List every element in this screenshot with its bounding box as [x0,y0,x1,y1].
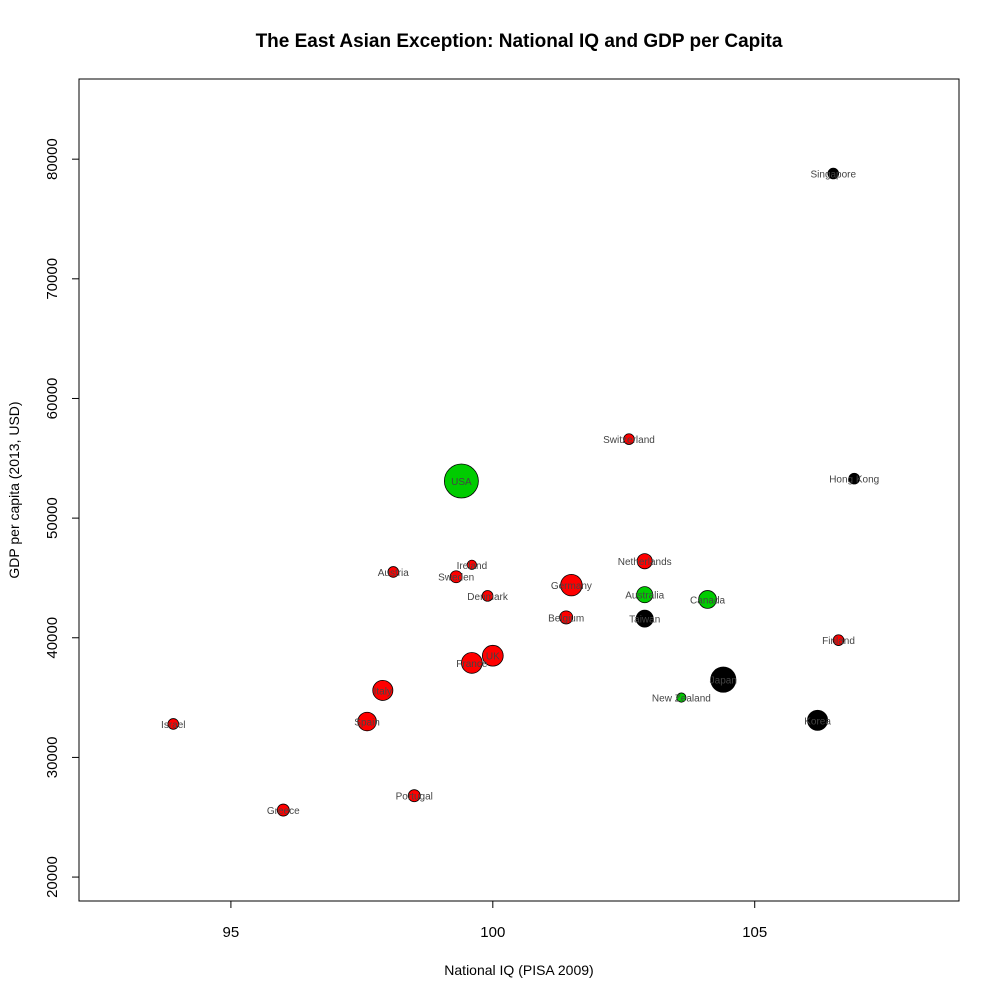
point-label: Greece [267,806,300,817]
point-label: Taiwan [629,615,660,626]
point-label: Germany [551,581,592,592]
point-label: USA [451,477,472,488]
y-tick-label: 60000 [44,378,61,420]
y-tick-label: 20000 [44,856,61,898]
data-point [827,167,840,180]
y-tick-label: 30000 [44,737,61,779]
y-tick-label: 70000 [44,258,61,300]
data-point [832,634,845,646]
y-axis: 20000 30000 40000 50000 60000 70000 80000 [44,138,80,898]
data-point [481,590,494,602]
data-point [387,566,400,578]
data-point [623,433,635,445]
data-point [559,610,574,625]
point-label: Netherlands [618,557,672,568]
data-points [167,167,861,817]
y-tick-label: 80000 [44,138,61,180]
point-label: Israel [161,720,185,731]
data-point [276,803,290,817]
point-labels: Singapore Hong Kong Switzerland USA Austria I… [161,170,879,818]
point-label: Japan [710,676,737,687]
data-point [461,652,483,674]
data-point [698,590,717,609]
x-axis-label: National IQ (PISA 2009) [444,962,593,978]
data-point [449,570,463,584]
data-point [481,644,504,667]
point-label: Portugal [396,792,433,803]
point-label: Spain [354,718,380,729]
data-point [636,586,654,604]
data-point [466,559,477,570]
y-axis-label: GDP per capita (2013, USD) [6,401,22,578]
point-label: Ireland [457,561,488,572]
point-label: France [456,659,488,670]
point-label: UK [486,652,500,663]
data-point [807,709,829,731]
x-axis: 95 100 105 [223,900,767,941]
point-label: Austria [378,568,410,579]
data-point [560,573,583,597]
data-point [635,609,654,628]
x-tick-label: 95 [223,924,240,941]
data-point [443,463,479,499]
point-label: Italy [374,686,392,697]
point-label: New Zealand [652,694,711,705]
data-point [407,789,421,803]
point-label: Korea [804,716,831,727]
x-tick-label: 105 [742,924,767,941]
data-point [848,472,861,485]
point-label: Singapore [810,170,856,181]
point-label: Belgium [548,613,584,624]
data-point [636,553,653,570]
point-label: Denmark [467,592,509,603]
plot-frame [78,78,960,902]
data-point [676,692,687,703]
data-point [710,666,737,693]
y-tick-label: 50000 [44,497,61,539]
point-label: Australia [625,591,664,602]
data-point [357,711,377,732]
point-label: Hong Kong [829,475,879,486]
data-point [167,718,180,730]
point-label: Finland [822,636,855,647]
y-tick-label: 40000 [44,617,61,659]
data-point [372,679,394,701]
chart-title: The East Asian Exception: National IQ an… [256,31,783,52]
point-label: Sweden [438,573,474,584]
point-label: Canada [690,595,725,606]
point-label: Switzerland [603,435,655,446]
x-tick-label: 100 [480,924,505,941]
